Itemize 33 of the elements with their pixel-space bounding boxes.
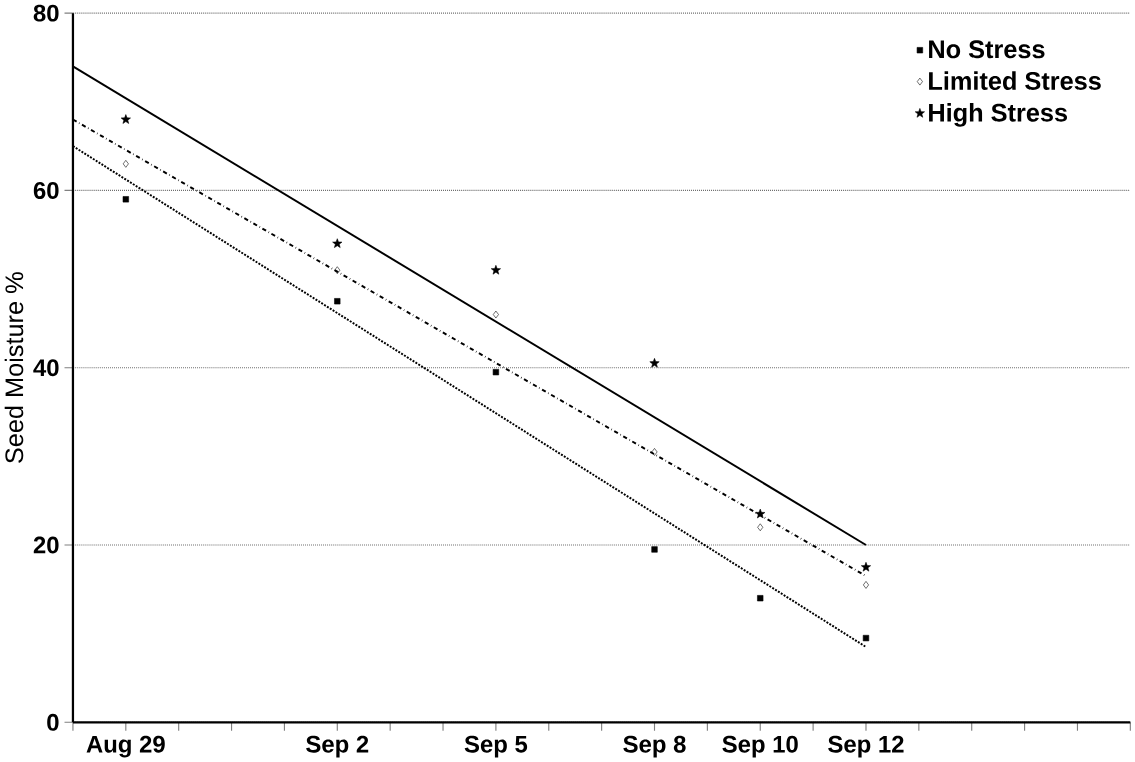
point <box>122 196 129 203</box>
point <box>120 114 131 124</box>
point <box>651 448 658 456</box>
x-tick-label: Sep 5 <box>464 735 528 758</box>
x-tick-label: Aug 29 <box>86 735 165 758</box>
x-tick-label: Sep 10 <box>722 735 798 758</box>
point <box>492 368 499 376</box>
point <box>334 266 341 274</box>
y-tick-label: 20 <box>33 536 59 554</box>
point <box>862 634 870 642</box>
y-tick-label: 40 <box>33 359 59 377</box>
x-tick-label: Sep 12 <box>828 735 904 758</box>
point <box>649 358 660 368</box>
legend-label: High Stress <box>929 102 1068 127</box>
point <box>490 264 501 275</box>
point <box>651 546 658 553</box>
point <box>757 595 764 602</box>
x-tick-label: Sep 8 <box>623 735 686 758</box>
point <box>757 523 764 532</box>
legend-label: No Stress <box>929 40 1045 59</box>
point <box>332 238 343 248</box>
point <box>492 310 499 319</box>
point <box>755 508 766 519</box>
legend-label: Limited Stress <box>929 71 1101 90</box>
x-tick-label: Sep 2 <box>306 735 369 758</box>
point <box>863 581 869 589</box>
y-tick-label: 0 <box>47 713 59 731</box>
point <box>861 561 871 572</box>
point <box>334 298 341 305</box>
y-axis-title: Seed Moisture % <box>4 272 24 463</box>
point <box>122 159 129 168</box>
y-tick-label: 80 <box>33 4 59 22</box>
y-tick-label: 60 <box>33 181 59 199</box>
